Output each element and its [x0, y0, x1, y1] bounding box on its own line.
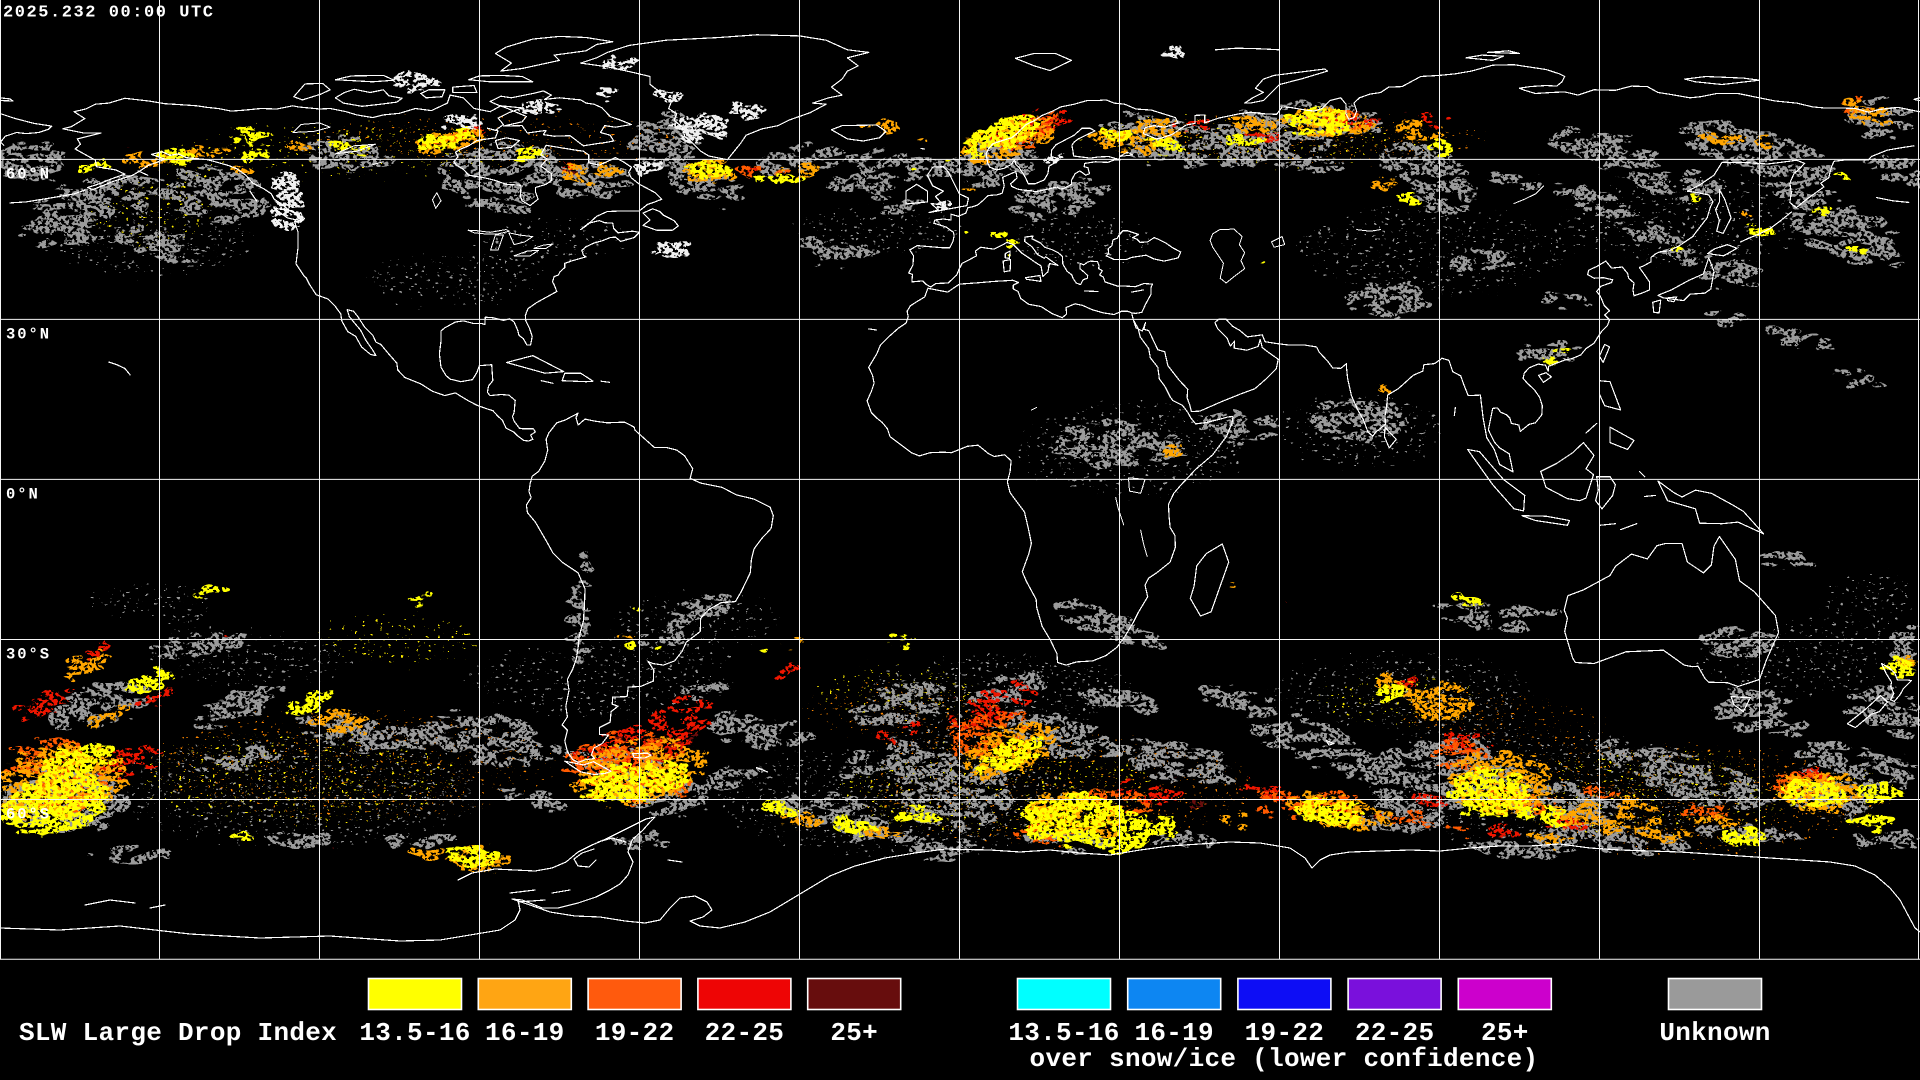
svg-text:30°S: 30°S — [6, 646, 51, 664]
svg-text:60°S: 60°S — [6, 806, 51, 824]
svg-text:19-22: 19-22 — [595, 1018, 675, 1048]
svg-text:13.5-16: 13.5-16 — [359, 1018, 470, 1048]
svg-text:16-19: 16-19 — [1134, 1018, 1214, 1048]
svg-text:13.5-16: 13.5-16 — [1008, 1018, 1119, 1048]
svg-text:16-19: 16-19 — [485, 1018, 565, 1048]
svg-text:SLW Large Drop Index: SLW Large Drop Index — [19, 1018, 337, 1048]
svg-text:2025.232 00:00 UTC: 2025.232 00:00 UTC — [3, 4, 215, 23]
svg-text:60°N: 60°N — [6, 165, 51, 183]
svg-text:22-25: 22-25 — [705, 1018, 785, 1048]
svg-text:Unknown: Unknown — [1659, 1018, 1770, 1048]
svg-text:25+: 25+ — [1481, 1018, 1529, 1048]
svg-text:over snow/ice (lower confidenc: over snow/ice (lower confidence) — [1030, 1044, 1539, 1074]
svg-text:0°N: 0°N — [6, 485, 40, 503]
svg-text:30°N: 30°N — [6, 325, 51, 343]
svg-text:19-22: 19-22 — [1245, 1018, 1325, 1048]
svg-text:22-25: 22-25 — [1355, 1018, 1435, 1048]
svg-text:25+: 25+ — [830, 1018, 878, 1048]
